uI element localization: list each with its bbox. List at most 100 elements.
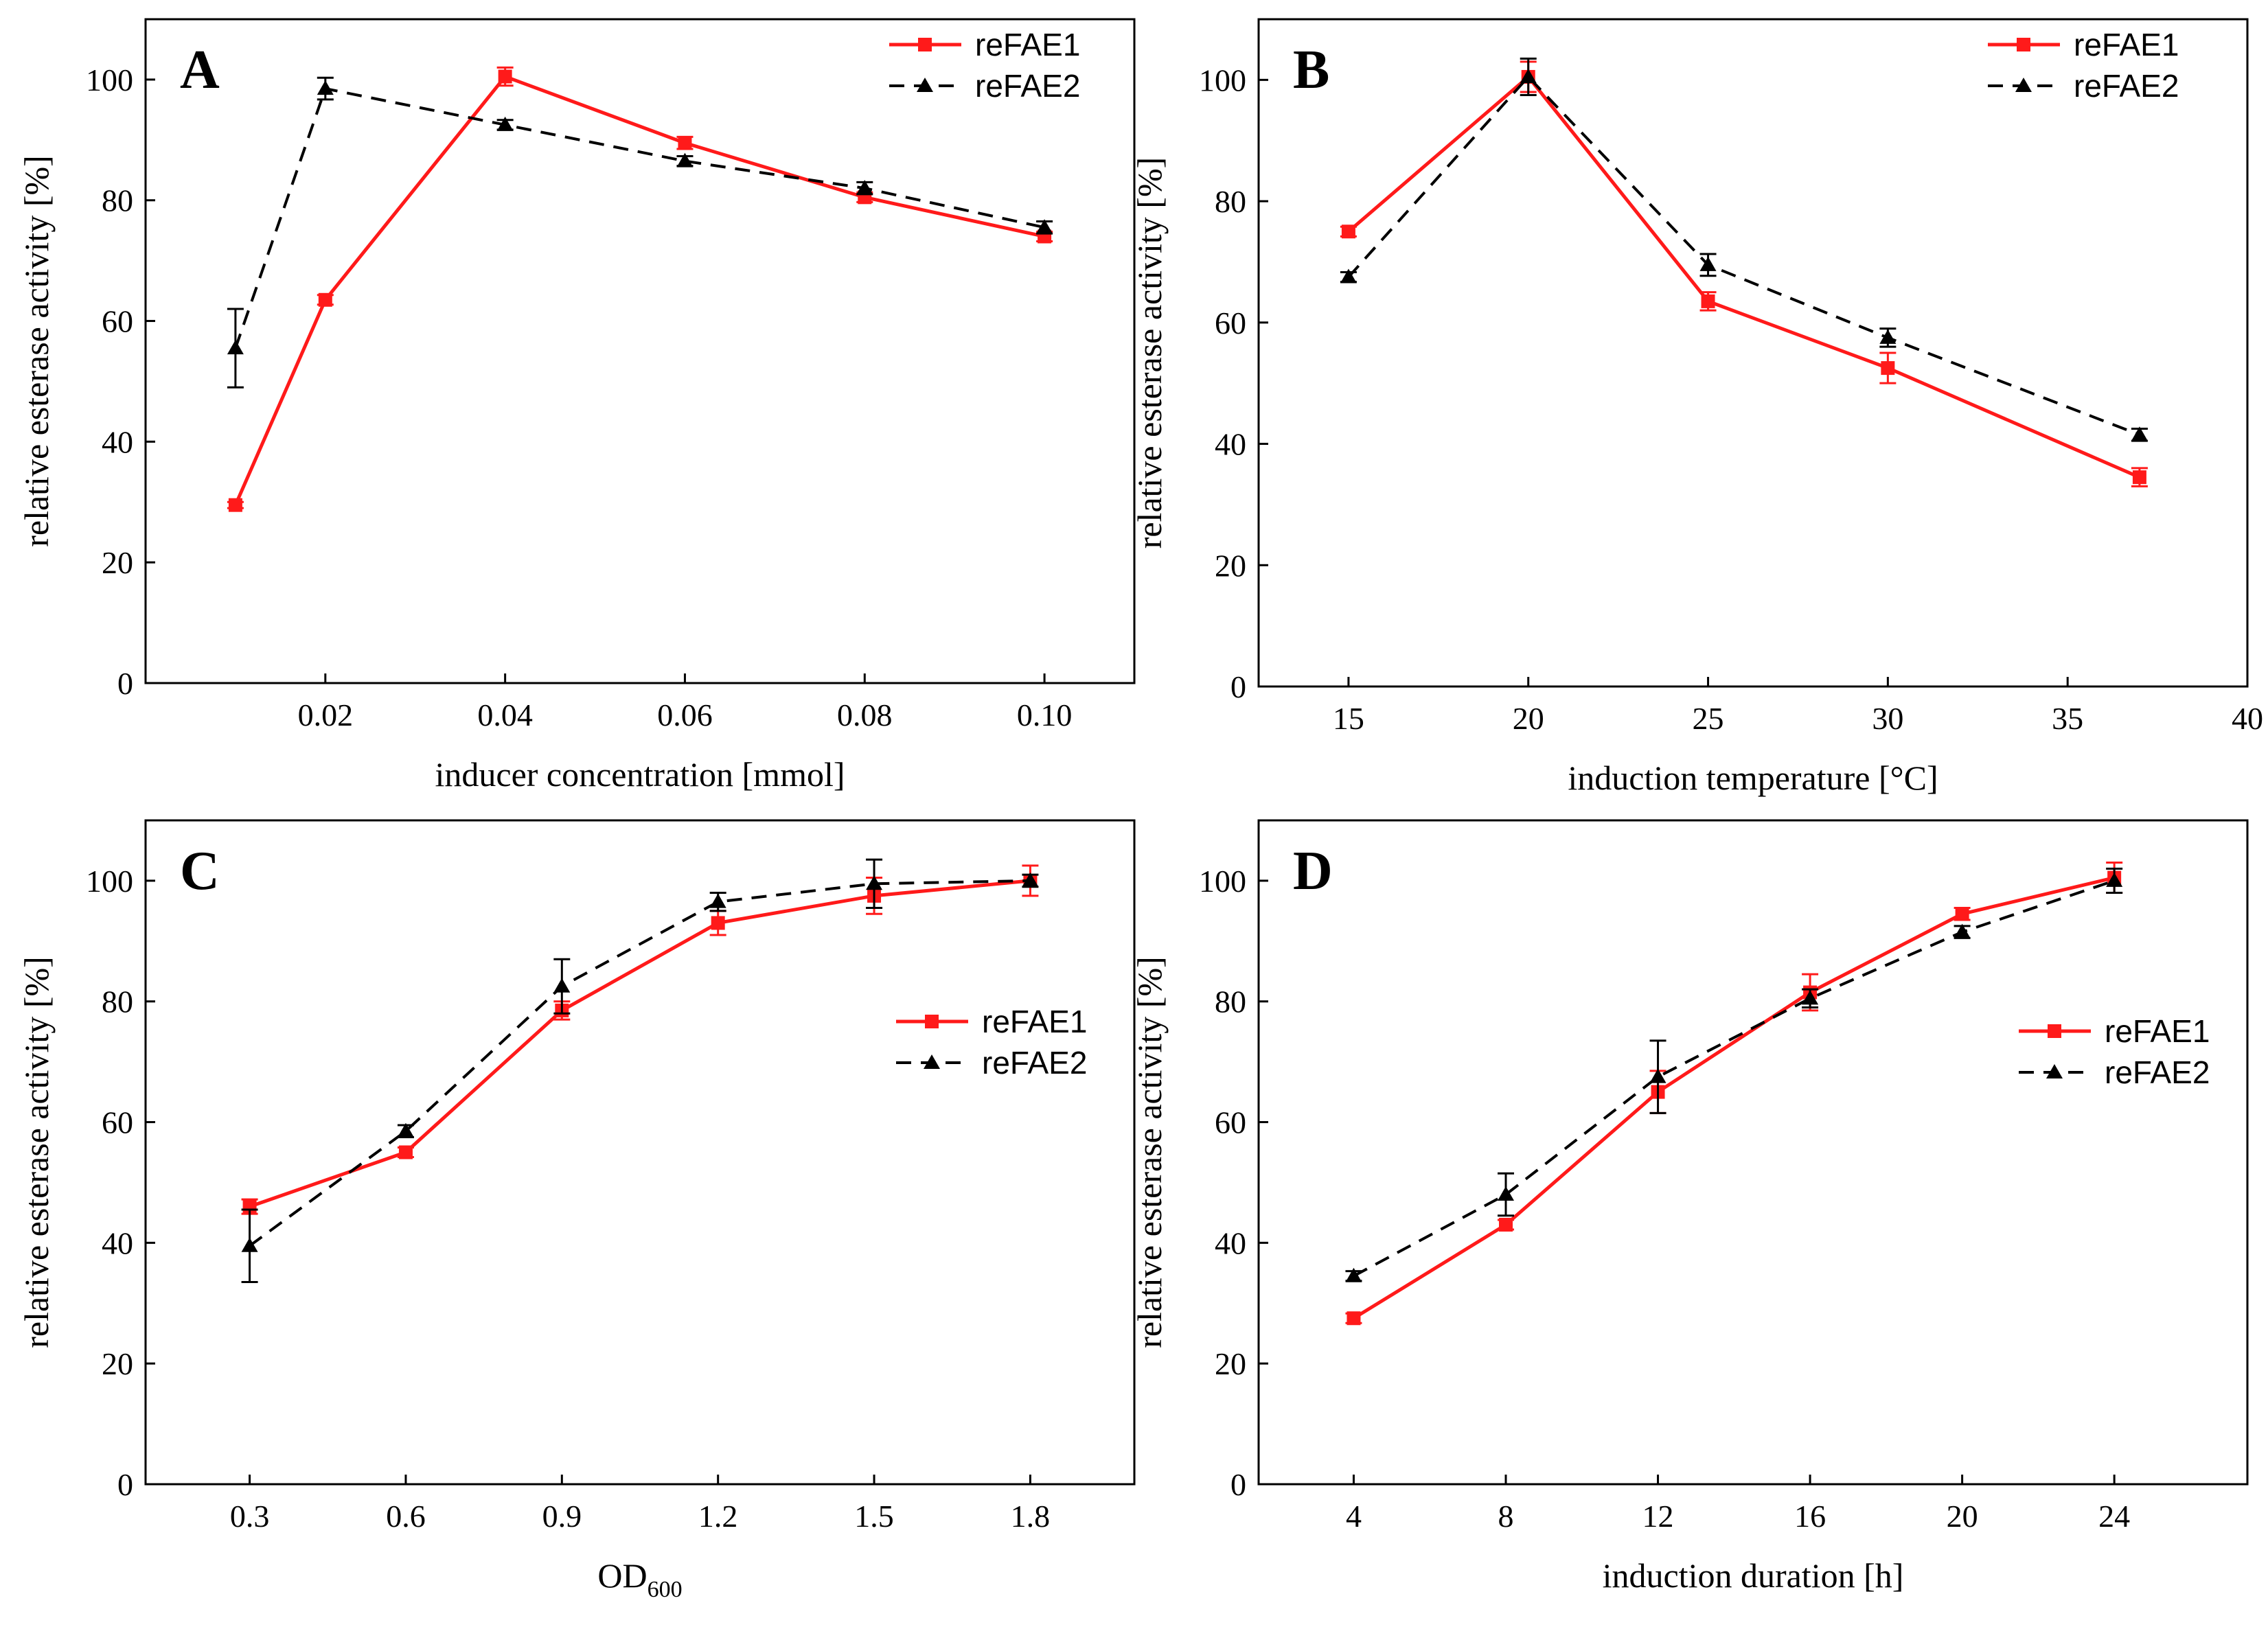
series-line	[249, 879, 1031, 1247]
data-point	[1499, 1217, 1513, 1232]
data-point	[866, 875, 883, 890]
x-tick-label: 1.2	[698, 1499, 738, 1534]
x-tick-label: 35	[2052, 701, 2083, 736]
legend-label: reFAE2	[982, 1045, 1087, 1081]
series-refae1	[241, 864, 1039, 1215]
legend-marker	[924, 1054, 940, 1069]
y-tick-label: 20	[102, 1346, 133, 1381]
x-axis-title: induction duration [h]	[1603, 1556, 1904, 1595]
legend-label: reFAE2	[2074, 68, 2179, 104]
y-tick-label: 20	[1215, 548, 1246, 583]
x-axis-title-subscript: 600	[648, 1577, 683, 1602]
x-tick-label: 1.5	[854, 1499, 894, 1534]
data-point	[1955, 907, 1969, 921]
data-point	[241, 1237, 258, 1252]
data-point	[1341, 224, 1355, 239]
data-point	[398, 1145, 413, 1159]
x-tick-label: 0.04	[477, 697, 533, 732]
y-tick-label: 80	[102, 984, 133, 1019]
x-tick-label: 24	[2098, 1499, 2130, 1534]
series-refae1	[1345, 862, 2123, 1326]
x-tick-label: 20	[1947, 1499, 1978, 1534]
data-point	[1345, 1267, 1362, 1282]
y-tick-label: 60	[1215, 1105, 1246, 1140]
y-tick-label: 80	[1215, 984, 1246, 1019]
series-refae1	[1340, 60, 2148, 487]
panel-letter: C	[180, 841, 220, 901]
x-tick-label: 15	[1333, 701, 1364, 736]
y-tick-label: 0	[117, 666, 133, 701]
y-tick-label: 100	[1199, 864, 1246, 899]
series-refae1	[227, 66, 1053, 512]
y-axis-title: relative esterase activity [%]	[17, 956, 56, 1348]
x-axis-title-main: OD	[597, 1556, 647, 1595]
data-point	[1802, 990, 1819, 1005]
data-point	[711, 916, 725, 930]
plot-frame	[1257, 819, 2249, 1486]
data-point	[228, 498, 242, 512]
x-tick-label: 4	[1346, 1499, 1362, 1534]
legend: reFAE1 reFAE2	[1988, 27, 2179, 104]
legend-marker	[918, 38, 932, 51]
data-point	[2106, 872, 2123, 887]
x-tick-label: 0.3	[230, 1499, 270, 1534]
x-tick-label: 25	[1693, 701, 1724, 736]
data-point	[1649, 1068, 1666, 1083]
y-tick-label: 100	[86, 62, 133, 97]
x-tick-label: 40	[2232, 701, 2263, 736]
series-line	[1347, 74, 2140, 479]
legend-marker	[2015, 78, 2032, 92]
legend-label: reFAE1	[2105, 1013, 2210, 1049]
panel-b: 0 20 40 60 80 100 15 20 25 30 35 40 induction temper…	[1130, 18, 2263, 797]
series-refae2	[241, 858, 1039, 1284]
series-line	[249, 879, 1031, 1208]
legend-marker	[2017, 38, 2030, 51]
legend-marker	[2048, 1024, 2061, 1038]
data-point	[498, 69, 512, 84]
series-line	[234, 86, 1045, 349]
legend-label: reFAE1	[975, 27, 1080, 62]
legend: reFAE1 reFAE2	[889, 27, 1080, 104]
data-point	[678, 136, 692, 150]
panel-letter: D	[1293, 841, 1333, 901]
y-tick-label: 60	[102, 1105, 133, 1140]
series-refae2	[1345, 867, 2123, 1282]
data-point	[1036, 219, 1053, 234]
data-point	[709, 893, 726, 908]
series-refae2	[1340, 57, 2148, 442]
y-tick-label: 60	[102, 304, 133, 339]
y-tick-label: 80	[102, 183, 133, 218]
x-tick-label: 12	[1642, 1499, 1674, 1534]
data-point	[317, 80, 334, 95]
series-line	[233, 74, 1045, 506]
legend: reFAE1 reFAE2	[2019, 1013, 2210, 1090]
y-tick-label: 40	[1215, 1225, 1246, 1260]
x-tick-label: 20	[1513, 701, 1544, 736]
legend-label: reFAE1	[982, 1004, 1087, 1039]
y-tick-label: 80	[1215, 184, 1246, 219]
x-tick-label: 0.08	[837, 697, 893, 732]
data-point	[856, 180, 873, 195]
x-tick-label: 0.9	[542, 1499, 582, 1534]
x-tick-label: 0.06	[657, 697, 713, 732]
series-refae2	[227, 76, 1053, 389]
legend-label: reFAE1	[2074, 27, 2179, 62]
data-point	[553, 978, 571, 993]
data-point	[496, 116, 514, 131]
plot-frame	[1257, 18, 2249, 688]
data-point	[1701, 294, 1715, 308]
panel-d: 0 20 40 60 80 100 4 8 12 16 20 24 induction duration…	[1130, 819, 2249, 1595]
y-tick-label: 20	[1215, 1346, 1246, 1381]
panel-a: 0 20 40 60 80 100 0.02 0.04 0.06 0.08 0.10 inducer …	[17, 18, 1136, 794]
plot-frame	[144, 819, 1136, 1486]
y-tick-label: 40	[1215, 427, 1246, 462]
data-point	[1520, 68, 1537, 83]
data-point	[1022, 872, 1039, 887]
series-line	[1353, 879, 2115, 1278]
y-tick-label: 0	[1230, 1467, 1246, 1502]
y-tick-label: 40	[102, 424, 133, 459]
y-tick-label: 60	[1215, 305, 1246, 341]
x-tick-label: 0.6	[386, 1499, 426, 1534]
